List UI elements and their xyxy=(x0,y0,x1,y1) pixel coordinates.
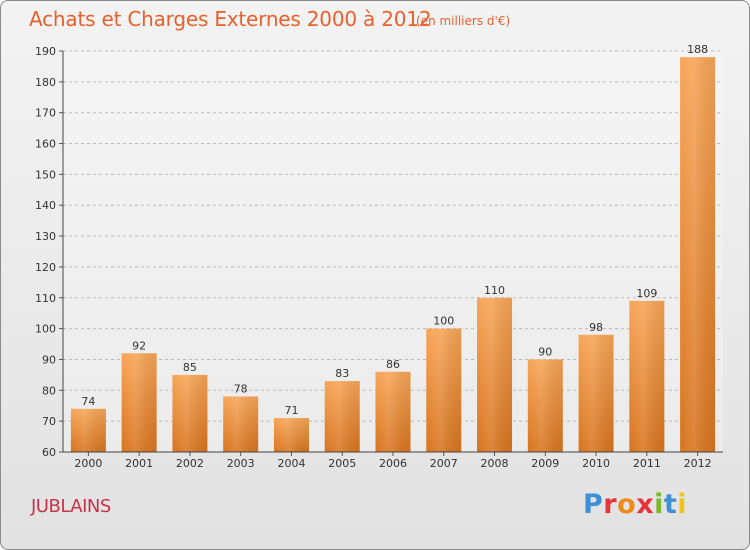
axes xyxy=(59,50,723,456)
y-tick-label: 150 xyxy=(35,168,56,181)
bar-shine xyxy=(121,353,157,452)
logo-letter: P xyxy=(583,489,604,520)
place-name: JUBLAINS xyxy=(31,496,111,517)
x-tick-label: 2010 xyxy=(582,457,610,470)
bar-shine xyxy=(426,328,462,452)
proxiti-logo: Proxiti xyxy=(583,489,687,520)
x-tick-label: 2012 xyxy=(684,457,712,470)
bar-value-label: 110 xyxy=(484,284,505,297)
chart-subtitle: (en milliers d'€) xyxy=(416,14,511,28)
logo-letter: o xyxy=(617,489,637,520)
bar-value-label: 188 xyxy=(687,43,708,56)
bar-value-label: 83 xyxy=(335,367,349,380)
bar-value-label: 98 xyxy=(589,321,603,334)
x-tick-label: 2009 xyxy=(531,457,559,470)
bar-shine xyxy=(172,374,208,452)
y-tick-label: 80 xyxy=(42,384,56,397)
x-tick-label: 2006 xyxy=(379,457,407,470)
bar-shine xyxy=(273,418,309,452)
y-tick-label: 180 xyxy=(35,76,56,89)
y-tick-label: 60 xyxy=(42,446,56,459)
y-tick-label: 70 xyxy=(42,415,56,428)
bar-value-label: 74 xyxy=(81,395,95,408)
logo-letter: t xyxy=(663,489,678,520)
x-tick-label: 2000 xyxy=(74,457,102,470)
y-tick-label: 130 xyxy=(35,230,56,243)
bar-shine xyxy=(680,57,716,453)
bar-value-label: 100 xyxy=(433,315,454,328)
bar-shine xyxy=(527,359,563,452)
bar-value-label: 86 xyxy=(386,358,400,371)
bars xyxy=(70,57,716,453)
x-tick-label: 2005 xyxy=(328,457,356,470)
x-tick-label: 2002 xyxy=(176,457,204,470)
chart-title: Achats et Charges Externes 2000 à 2012 xyxy=(29,7,432,31)
bar-value-label: 85 xyxy=(183,361,197,374)
bar-shine xyxy=(375,371,411,452)
y-tick-label: 90 xyxy=(42,353,56,366)
bar-value-label: 92 xyxy=(132,339,146,352)
bar-shine xyxy=(578,334,614,452)
y-tick-label: 100 xyxy=(35,323,56,336)
bar-value-label: 109 xyxy=(636,287,657,300)
bar-value-label: 71 xyxy=(284,404,298,417)
x-tick-label: 2007 xyxy=(430,457,458,470)
logo-letter: i xyxy=(654,489,664,520)
x-tick-label: 2011 xyxy=(633,457,661,470)
bar-value-label: 78 xyxy=(234,382,248,395)
labels: 60 70 80 90 100 110 120 130 140 150 160 170 180 190 74… xyxy=(35,43,712,470)
y-tick-label: 110 xyxy=(35,292,56,305)
bar-shine xyxy=(629,300,665,452)
bar-shine xyxy=(477,297,513,452)
x-tick-label: 2004 xyxy=(277,457,305,470)
bar-value-label: 90 xyxy=(538,345,552,358)
y-tick-label: 140 xyxy=(35,199,56,212)
y-tick-label: 170 xyxy=(35,107,56,120)
y-tick-label: 190 xyxy=(35,45,56,58)
logo-letter: x xyxy=(636,489,655,520)
bar-shine xyxy=(70,408,106,452)
x-tick-label: 2008 xyxy=(481,457,509,470)
x-tick-label: 2001 xyxy=(125,457,153,470)
bar-shine xyxy=(223,396,259,452)
y-tick-label: 160 xyxy=(35,138,56,151)
logo-letter: r xyxy=(603,489,618,520)
bar-shine xyxy=(324,381,360,452)
logo-letter: i xyxy=(677,489,688,520)
x-tick-label: 2003 xyxy=(227,457,255,470)
y-tick-label: 120 xyxy=(35,261,56,274)
